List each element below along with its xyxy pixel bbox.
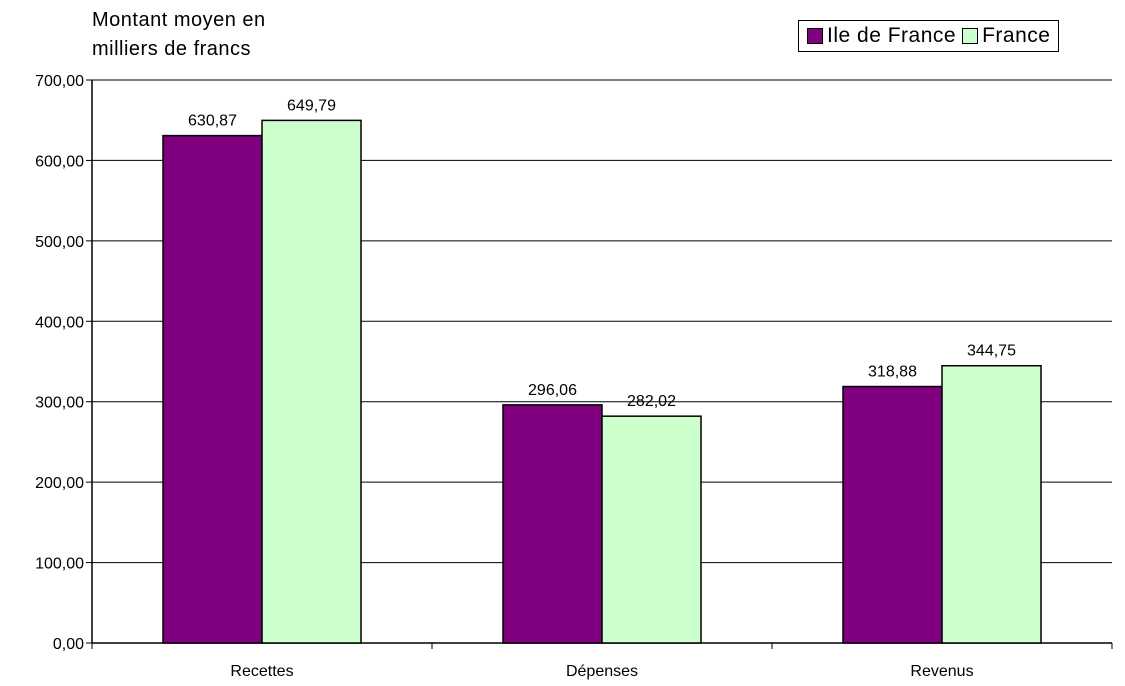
- bar: [601, 415, 702, 644]
- legend-item-ile-de-france: Ile de France: [807, 24, 956, 48]
- legend-item-france: France: [962, 24, 1050, 48]
- bar: [162, 134, 263, 644]
- bar: [261, 119, 362, 644]
- bar: [941, 364, 1042, 644]
- x-tick-label: Recettes: [230, 663, 293, 680]
- bar: [842, 385, 943, 644]
- y-tick-label: 0,00: [53, 636, 84, 653]
- x-tick-label: Revenus: [910, 663, 973, 680]
- bar: [502, 404, 603, 644]
- y-tick-label: 300,00: [35, 395, 84, 412]
- legend-label-france: France: [982, 24, 1051, 47]
- data-label: 630,87: [188, 113, 237, 130]
- legend: Ile de France France: [798, 20, 1060, 52]
- y-axis-title-line-1: Montant moyen en: [92, 9, 266, 31]
- legend-swatch-france: [962, 28, 979, 44]
- y-tick-label: 100,00: [35, 556, 84, 573]
- y-tick-label: 600,00: [35, 153, 84, 170]
- y-tick-label: 500,00: [35, 234, 84, 251]
- data-label: 344,75: [967, 343, 1016, 360]
- x-tick-label: Dépenses: [566, 663, 638, 680]
- y-tick-label: 400,00: [35, 314, 84, 331]
- y-axis-title-line-2: milliers de francs: [92, 38, 252, 60]
- y-axis-title: Montant moyen en milliers de francs: [92, 6, 266, 64]
- data-label: 318,88: [868, 364, 917, 381]
- legend-swatch-ile-de-france: [807, 28, 823, 44]
- y-tick-label: 200,00: [35, 475, 84, 492]
- data-label: 282,02: [627, 393, 676, 410]
- data-label: 296,06: [528, 382, 577, 399]
- data-label: 649,79: [287, 97, 336, 114]
- y-tick-label: 700,00: [35, 73, 84, 90]
- legend-label-ile-de-france: Ile de France: [827, 24, 957, 47]
